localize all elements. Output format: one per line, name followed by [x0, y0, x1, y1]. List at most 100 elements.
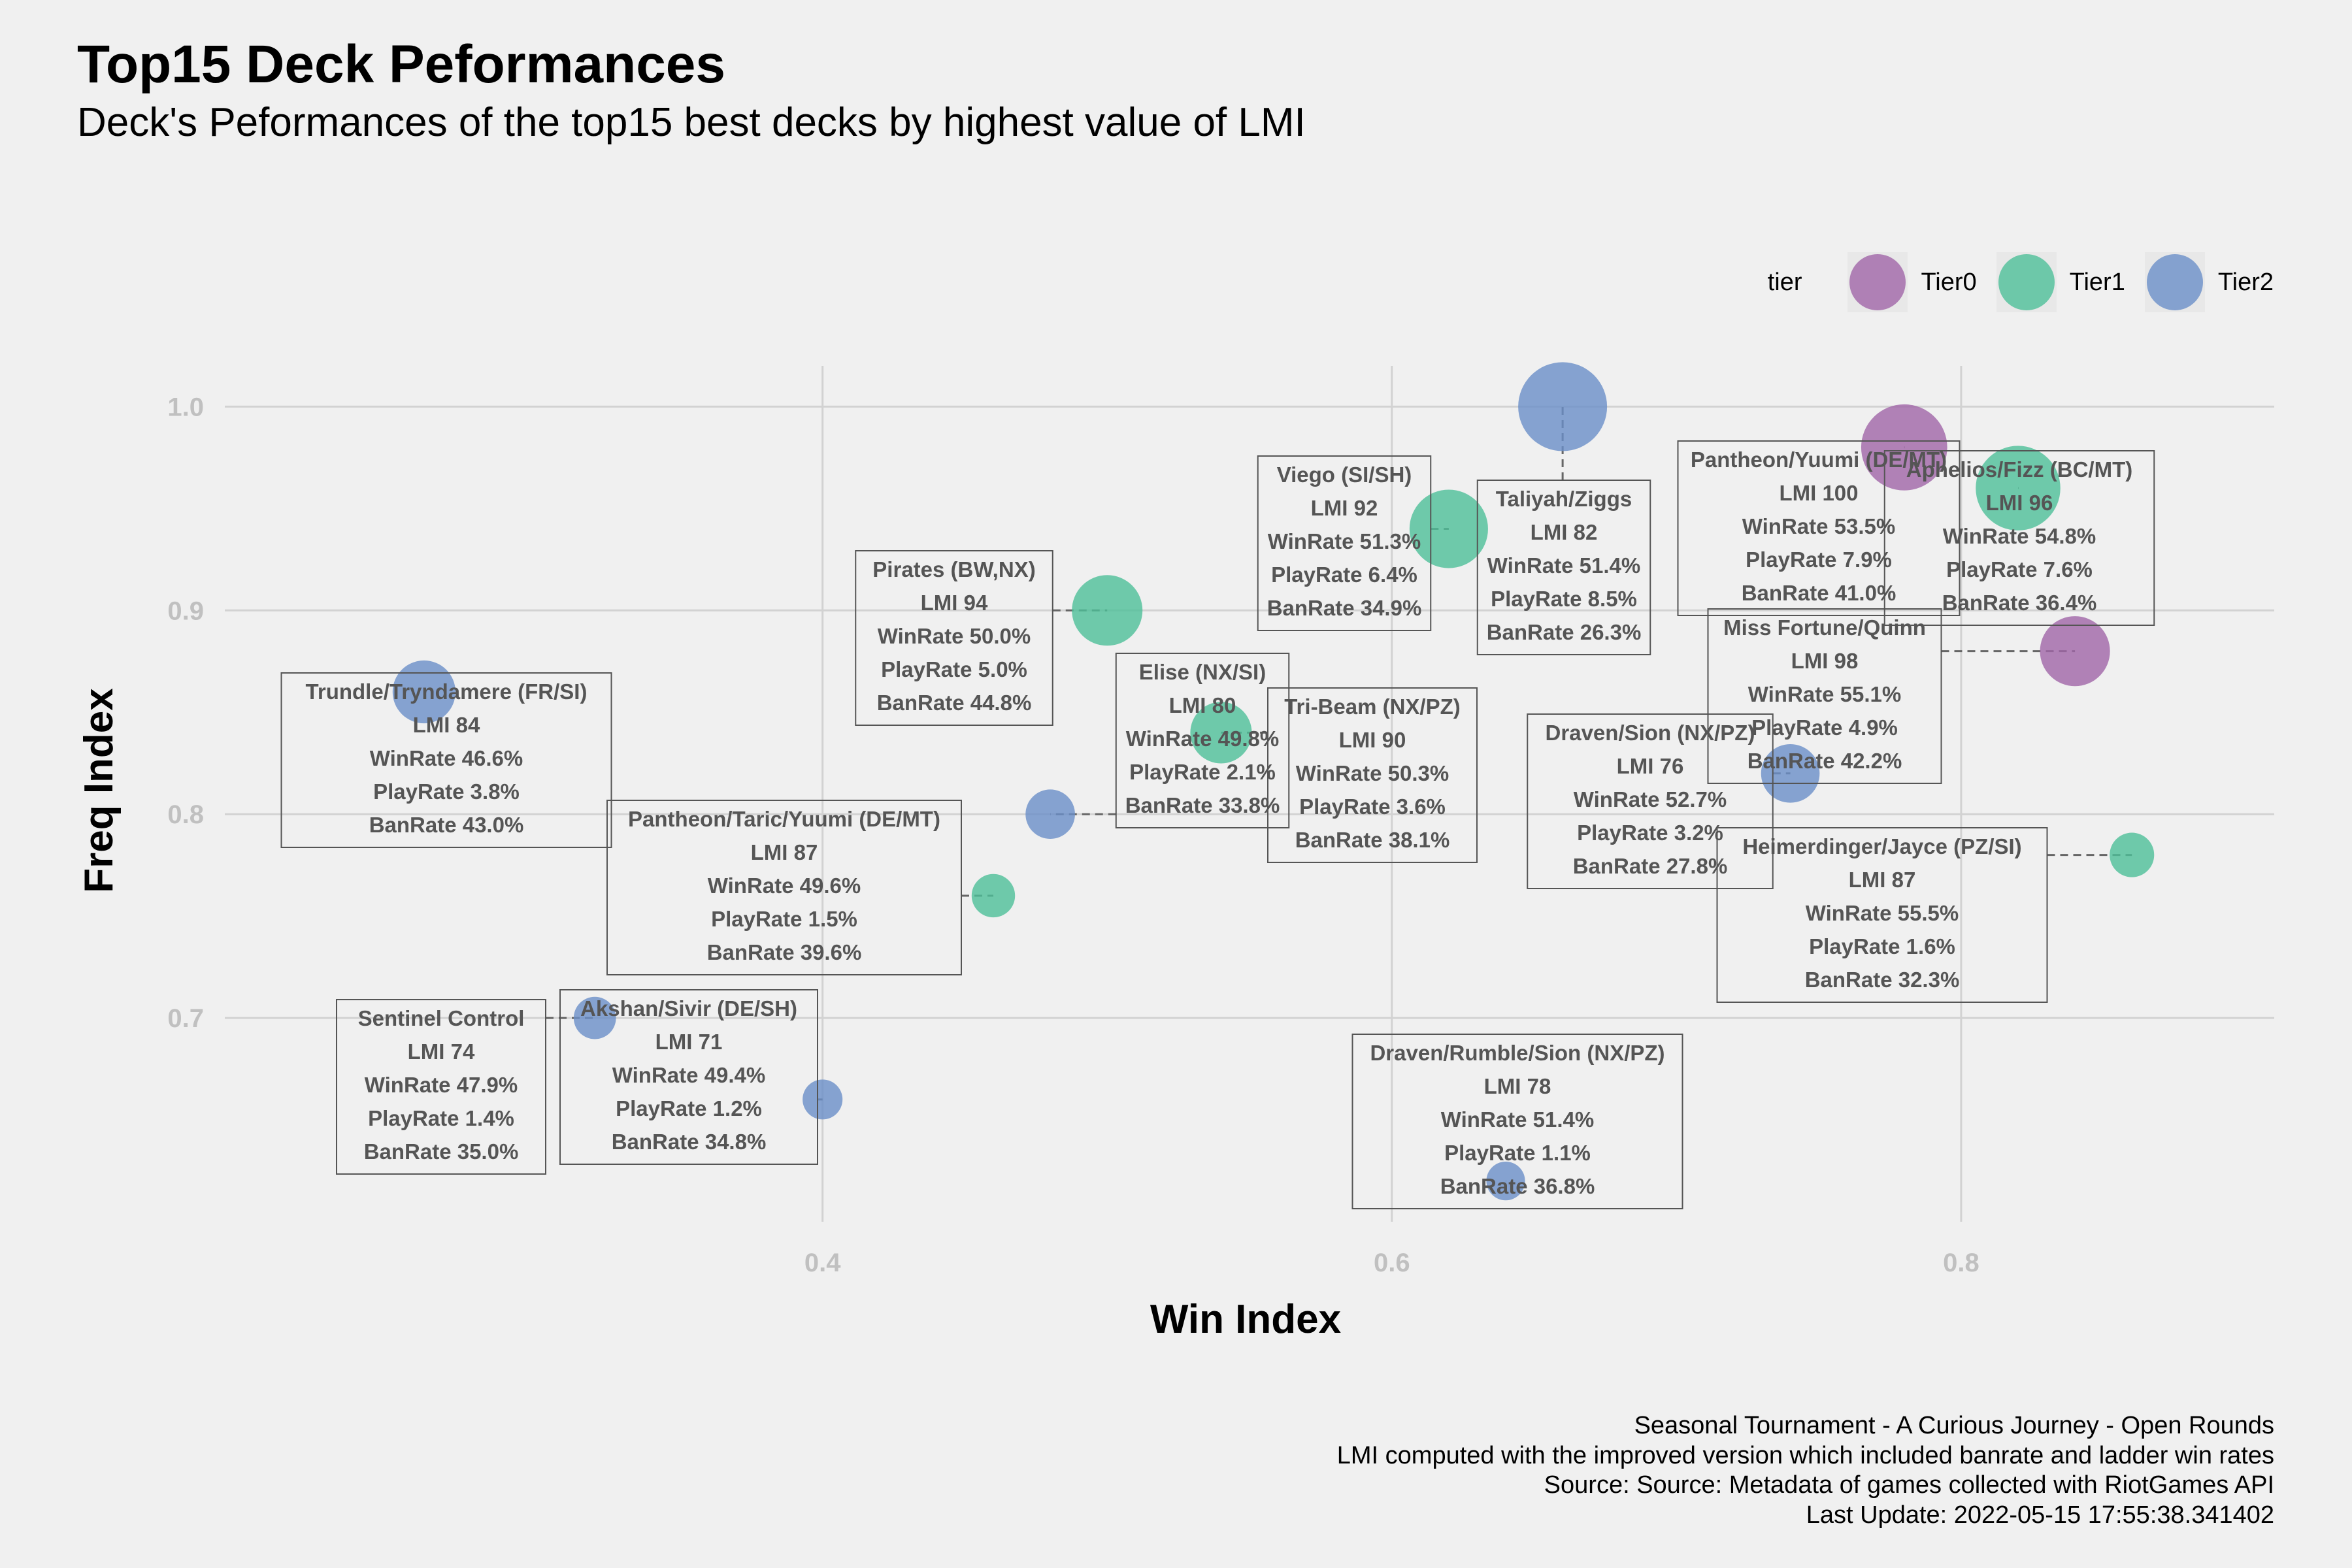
chart-subtitle: Deck's Peformances of the top15 best dec…	[77, 100, 1306, 145]
data-point	[1409, 489, 1488, 568]
caption-line: Source: Source: Metadata of games collec…	[1544, 1471, 2274, 1499]
data-label: Viego (SI/SH) LMI 92 WinRate 51.3% PlayRate…	[1257, 455, 1432, 631]
data-label: Taliyah/Ziggs LMI 82 WinRate 51.4% PlayRate…	[1476, 480, 1651, 655]
data-point	[2040, 616, 2110, 687]
label-playrate: PlayRate 5.0%	[881, 657, 1027, 681]
label-winrate: WinRate 51.4%	[1441, 1107, 1594, 1132]
label-playrate: PlayRate 1.5%	[711, 907, 857, 931]
label-lmi: LMI 84	[413, 713, 480, 737]
caption-line: LMI computed with the improved version w…	[1336, 1441, 2274, 1469]
label-playrate: PlayRate 7.9%	[1746, 547, 1892, 572]
label-banrate: BanRate 39.6%	[707, 940, 862, 964]
label-box	[855, 550, 1053, 726]
tier1-swatch	[1998, 254, 2055, 310]
label-box	[280, 672, 612, 848]
label-deck: Tri-Beam (NX/PZ)	[1284, 694, 1461, 719]
label-deck: Elise (NX/SI)	[1139, 660, 1266, 684]
label-deck: Taliyah/Ziggs	[1496, 487, 1632, 511]
label-deck: Viego (SI/SH)	[1277, 463, 1412, 487]
y-tick-label: 1.0	[167, 393, 204, 421]
label-deck: Draven/Rumble/Sion (NX/PZ)	[1370, 1041, 1665, 1065]
tier2-swatch	[2146, 254, 2203, 310]
label-deck: Sentinel Control	[358, 1006, 525, 1030]
data-label: Pantheon/Taric/Yuumi (DE/MT) LMI 87 WinRat…	[606, 800, 962, 975]
label-box	[336, 999, 546, 1175]
label-box	[1716, 827, 2048, 1003]
label-lmi: LMI 87	[1849, 868, 1916, 892]
label-winrate: WinRate 47.9%	[365, 1073, 518, 1097]
label-winrate: WinRate 54.8%	[1943, 524, 2096, 548]
data-point	[971, 874, 1016, 918]
label-banrate: BanRate 42.2%	[1747, 749, 1902, 773]
data-label: Akshan/Sivir (DE/SH) LMI 71 WinRate 49.4% P…	[559, 989, 818, 1165]
data-label: Trundle/Tryndamere (FR/SI) LMI 84 WinRate …	[280, 672, 612, 848]
label-box	[1351, 1034, 1683, 1209]
x-tick-label: 0.8	[1943, 1249, 1979, 1277]
label-lmi: LMI 98	[1791, 649, 1859, 673]
data-point	[1761, 743, 1820, 803]
label-box	[1257, 455, 1432, 631]
label-box	[1707, 608, 1942, 784]
label-deck: Trundle/Tryndamere (FR/SI)	[306, 679, 588, 704]
label-banrate: BanRate 26.3%	[1487, 620, 1642, 644]
label-box	[1267, 687, 1478, 863]
label-winrate: WinRate 53.5%	[1742, 514, 1895, 538]
label-playrate: PlayRate 1.6%	[1809, 934, 1955, 958]
label-playrate: PlayRate 3.8%	[373, 779, 520, 804]
data-label: Tri-Beam (NX/PZ) LMI 90 WinRate 50.3% PlayR…	[1267, 687, 1478, 863]
legend-label: Tier2	[2217, 268, 2274, 296]
label-deck: Pirates (BW,NX)	[872, 557, 1035, 581]
label-lmi: LMI 94	[921, 591, 988, 615]
label-playrate: PlayRate 3.2%	[1577, 821, 1723, 845]
label-deck: Heimerdinger/Jayce (PZ/SI)	[1742, 834, 2021, 858]
label-box	[1476, 480, 1651, 655]
label-lmi: LMI 80	[1169, 693, 1236, 717]
label-playrate: PlayRate 2.1%	[1129, 760, 1276, 784]
label-deck: Draven/Sion (NX/PZ)	[1546, 721, 1755, 745]
legend-item-tier2: Tier2	[2144, 252, 2274, 312]
data-label: Draven/Sion (NX/PZ) LMI 76 WinRate 52.7% Pl…	[1527, 713, 1774, 889]
legend-title: tier	[1767, 268, 1802, 296]
label-box	[1883, 450, 2155, 626]
grid-lines	[225, 366, 2274, 1222]
caption-line: Last Update: 2022-05-15 17:55:38.341402	[1806, 1501, 2274, 1529]
label-lmi: LMI 71	[655, 1030, 723, 1054]
data-label: Pantheon/Yuumi (DE/MT) LMI 100 WinRate 53.…	[1677, 440, 1961, 616]
label-deck: Pantheon/Taric/Yuumi (DE/MT)	[628, 807, 940, 831]
label-banrate: BanRate 44.8%	[877, 691, 1032, 715]
y-tick-label: 0.9	[167, 596, 204, 625]
label-banrate: BanRate 34.8%	[612, 1130, 767, 1154]
data-point	[392, 660, 456, 724]
label-deck: Pantheon/Yuumi (DE/MT)	[1691, 448, 1947, 472]
data-labels: Pantheon/Yuumi (DE/MT) LMI 100 WinRate 53.…	[280, 440, 2155, 1209]
label-banrate: BanRate 34.9%	[1267, 596, 1422, 620]
label-deck: Akshan/Sivir (DE/SH)	[580, 996, 797, 1021]
data-point	[573, 996, 616, 1039]
data-point	[1518, 362, 1608, 451]
data-label: Aphelios/Fizz (BC/MT) LMI 96 WinRate 54.8%…	[1883, 450, 2155, 626]
y-tick-label: 0.8	[167, 800, 204, 829]
label-winrate: WinRate 49.8%	[1126, 727, 1279, 751]
label-lmi: LMI 90	[1339, 728, 1406, 752]
label-banrate: BanRate 32.3%	[1805, 968, 1960, 992]
label-lmi: LMI 74	[408, 1039, 475, 1064]
x-tick-label: 0.4	[804, 1249, 841, 1277]
label-box	[1115, 653, 1290, 828]
legend-key	[2144, 252, 2205, 312]
data-label: Draven/Rumble/Sion (NX/PZ) LMI 78 WinRate …	[1351, 1034, 1683, 1209]
y-tick-label: 0.7	[167, 1004, 204, 1033]
data-point	[1861, 404, 1947, 491]
data-point	[1486, 1162, 1525, 1201]
data-point	[1976, 446, 2061, 531]
label-winrate: WinRate 50.0%	[878, 624, 1031, 648]
x-tick-label: 0.6	[1374, 1249, 1410, 1277]
label-playrate: PlayRate 4.9%	[1751, 715, 1898, 740]
legend-label: Tier1	[2069, 268, 2125, 296]
label-winrate: WinRate 49.6%	[708, 874, 861, 898]
data-point	[1072, 575, 1143, 646]
label-banrate: BanRate 36.8%	[1440, 1174, 1595, 1198]
label-winrate: WinRate 51.4%	[1487, 553, 1640, 578]
label-banrate: BanRate 41.0%	[1742, 581, 1897, 605]
legend: tier Tier0 Tier1 Tier2	[1768, 251, 2274, 314]
legend-key	[1996, 252, 2057, 312]
